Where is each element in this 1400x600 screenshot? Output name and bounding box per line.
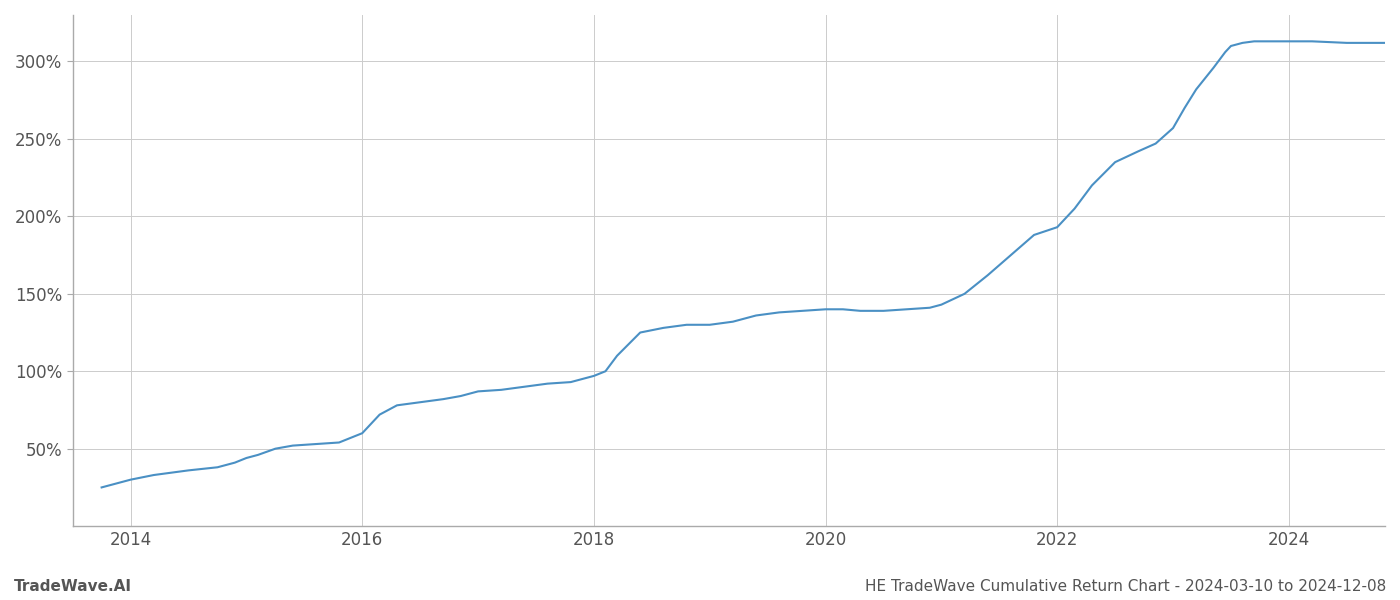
Text: HE TradeWave Cumulative Return Chart - 2024-03-10 to 2024-12-08: HE TradeWave Cumulative Return Chart - 2… (865, 579, 1386, 594)
Text: TradeWave.AI: TradeWave.AI (14, 579, 132, 594)
